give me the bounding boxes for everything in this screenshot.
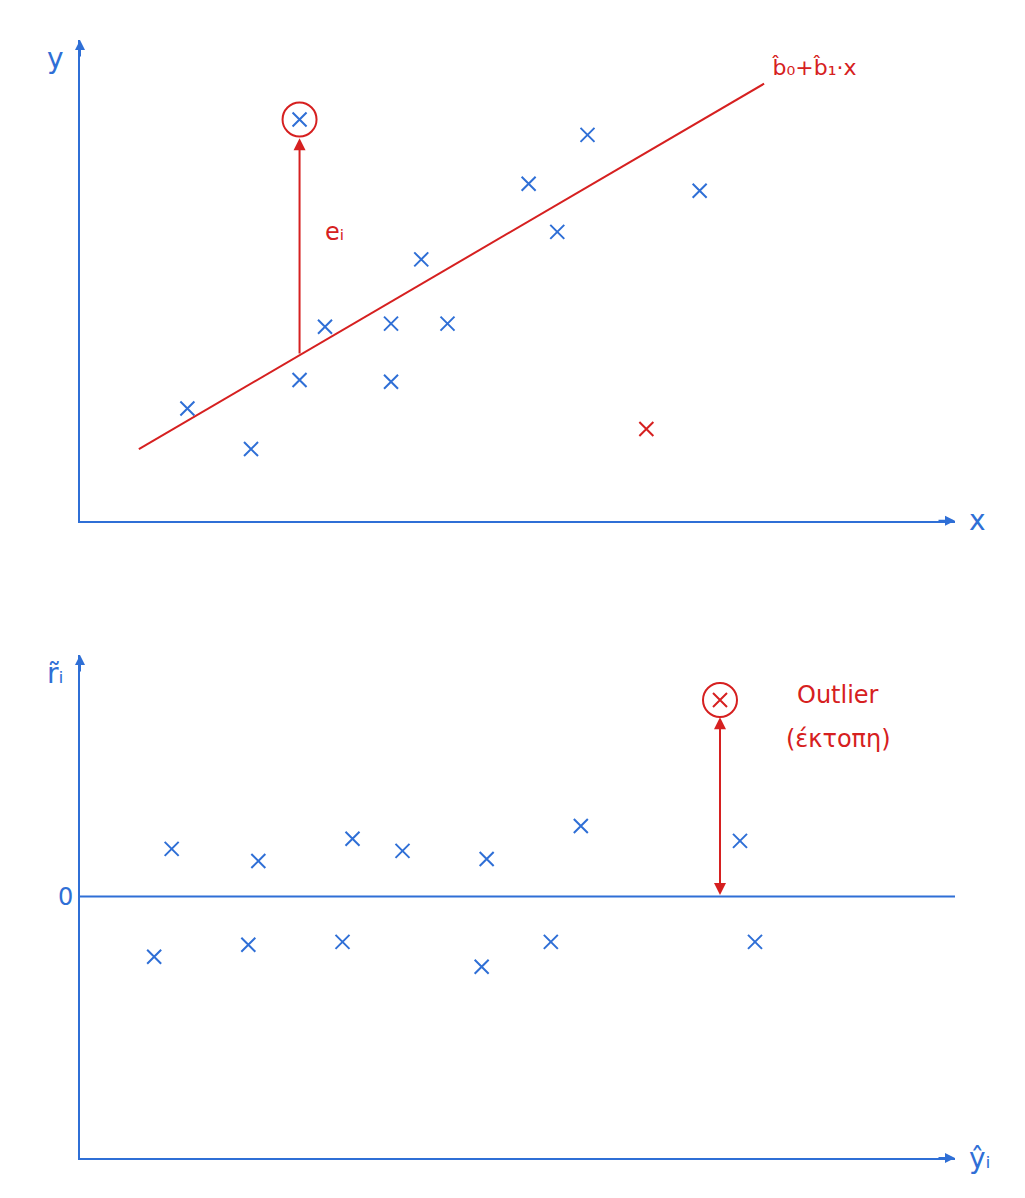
svg-text:(έκτοπη): (έκτοπη): [786, 725, 891, 753]
svg-text:ŷᵢ: ŷᵢ: [969, 1142, 991, 1175]
svg-text:eᵢ: eᵢ: [325, 218, 344, 246]
svg-text:Outlier: Outlier: [797, 681, 879, 709]
svg-text:r̃ᵢ: r̃ᵢ: [47, 657, 64, 690]
svg-text:0: 0: [58, 883, 73, 911]
svg-text:b̂₀+b̂₁·x: b̂₀+b̂₁·x: [772, 55, 857, 80]
svg-text:x: x: [969, 504, 986, 537]
svg-text:y: y: [47, 42, 64, 75]
